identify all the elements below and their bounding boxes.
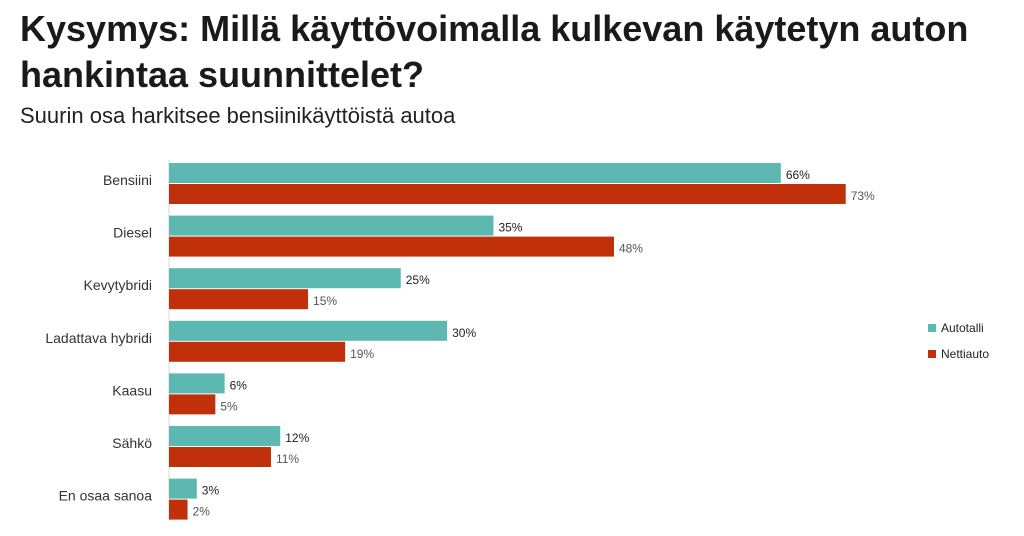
bar-nettiauto-ladattava-hybridi — [169, 341, 346, 362]
bar-autotalli-kevytybridi — [169, 268, 401, 289]
legend-swatch-nettiauto — [928, 350, 936, 358]
bar-nettiauto-kevytybridi — [169, 289, 309, 310]
value-label-nettiauto-en-osaa-sanoa: 2% — [193, 505, 211, 519]
value-label-autotalli-kevytybridi: 25% — [406, 273, 430, 287]
bar-autotalli-en-osaa-sanoa — [169, 478, 197, 499]
legend-label-nettiauto: Nettiauto — [941, 347, 990, 361]
bar-autotalli-diesel — [169, 215, 494, 236]
category-label-ladattava-hybridi: Ladattava hybridi — [45, 330, 152, 346]
legend-item-autotalli: Autotalli — [928, 320, 989, 336]
chart-legend: Autotalli Nettiauto — [928, 320, 989, 372]
bar-nettiauto-sähkö — [169, 447, 271, 467]
bar-autotalli-ladattava-hybridi — [169, 320, 448, 341]
legend-label-autotalli: Autotalli — [941, 321, 984, 335]
value-label-autotalli-diesel: 35% — [498, 221, 522, 235]
value-label-autotalli-bensiini: 66% — [786, 168, 810, 182]
value-label-autotalli-ladattava-hybridi: 30% — [452, 326, 476, 340]
category-label-diesel: Diesel — [113, 225, 152, 241]
value-label-autotalli-en-osaa-sanoa: 3% — [202, 484, 220, 498]
bar-nettiauto-en-osaa-sanoa — [169, 499, 188, 520]
value-label-nettiauto-kevytybridi: 15% — [313, 294, 337, 308]
category-label-kevytybridi: Kevytybridi — [84, 277, 152, 293]
value-label-autotalli-kaasu: 6% — [230, 378, 248, 392]
bar-nettiauto-kaasu — [169, 394, 216, 415]
category-label-en-osaa-sanoa: En osaa sanoa — [59, 488, 153, 504]
value-label-nettiauto-bensiini: 73% — [851, 189, 875, 203]
bar-nettiauto-bensiini — [169, 184, 846, 204]
bar-autotalli-kaasu — [169, 373, 225, 394]
category-label-bensiini: Bensiini — [103, 172, 152, 188]
value-label-nettiauto-kaasu: 5% — [220, 399, 238, 413]
legend-swatch-autotalli — [928, 324, 936, 332]
bar-autotalli-sähkö — [169, 426, 281, 446]
category-label-kaasu: Kaasu — [112, 382, 152, 398]
value-label-nettiauto-ladattava-hybridi: 19% — [350, 347, 374, 361]
chart-title: Kysymys: Millä käyttövoimalla kulkevan k… — [20, 8, 969, 95]
category-label-sähkö: Sähkö — [112, 435, 152, 451]
bar-autotalli-bensiini — [169, 163, 781, 183]
chart-subtitle: Suurin osa harkitsee bensiinikäyttöistä … — [20, 103, 456, 128]
legend-item-nettiauto: Nettiauto — [928, 346, 989, 362]
value-label-nettiauto-sähkö: 11% — [276, 452, 299, 466]
bar-nettiauto-diesel — [169, 236, 614, 257]
value-label-autotalli-sähkö: 12% — [285, 431, 309, 445]
value-label-nettiauto-diesel: 48% — [619, 242, 643, 256]
